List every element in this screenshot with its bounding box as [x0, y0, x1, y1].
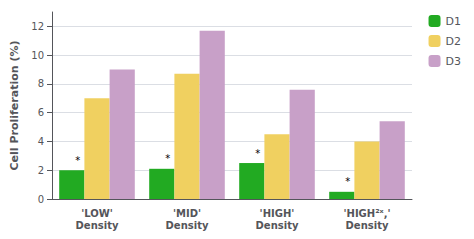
svg-text:2: 2: [38, 165, 44, 176]
svg-text:*: *: [345, 176, 350, 187]
svg-text:'MID': 'MID': [173, 208, 201, 219]
svg-text:0: 0: [38, 194, 44, 205]
svg-text:4: 4: [38, 136, 44, 147]
svg-text:Density: Density: [76, 220, 119, 231]
svg-text:*: *: [75, 155, 80, 166]
svg-text:D3: D3: [446, 55, 461, 68]
svg-text:10: 10: [31, 50, 44, 61]
svg-text:D2: D2: [446, 35, 461, 48]
svg-text:*: *: [165, 153, 170, 164]
svg-text:Cell Proliferation (%): Cell Proliferation (%): [8, 41, 21, 171]
svg-text:D1: D1: [446, 15, 461, 28]
svg-text:12: 12: [31, 21, 44, 32]
svg-text:'HIGH': 'HIGH': [260, 208, 295, 219]
svg-text:Density: Density: [256, 220, 299, 231]
svg-text:'HIGH²ˣ,': 'HIGH²ˣ,': [343, 208, 390, 219]
svg-text:*: *: [255, 148, 260, 159]
svg-text:Density: Density: [166, 220, 209, 231]
svg-text:6: 6: [38, 107, 44, 118]
svg-text:'LOW': 'LOW': [81, 208, 113, 219]
svg-text:8: 8: [38, 78, 44, 89]
svg-text:Density: Density: [346, 220, 389, 231]
